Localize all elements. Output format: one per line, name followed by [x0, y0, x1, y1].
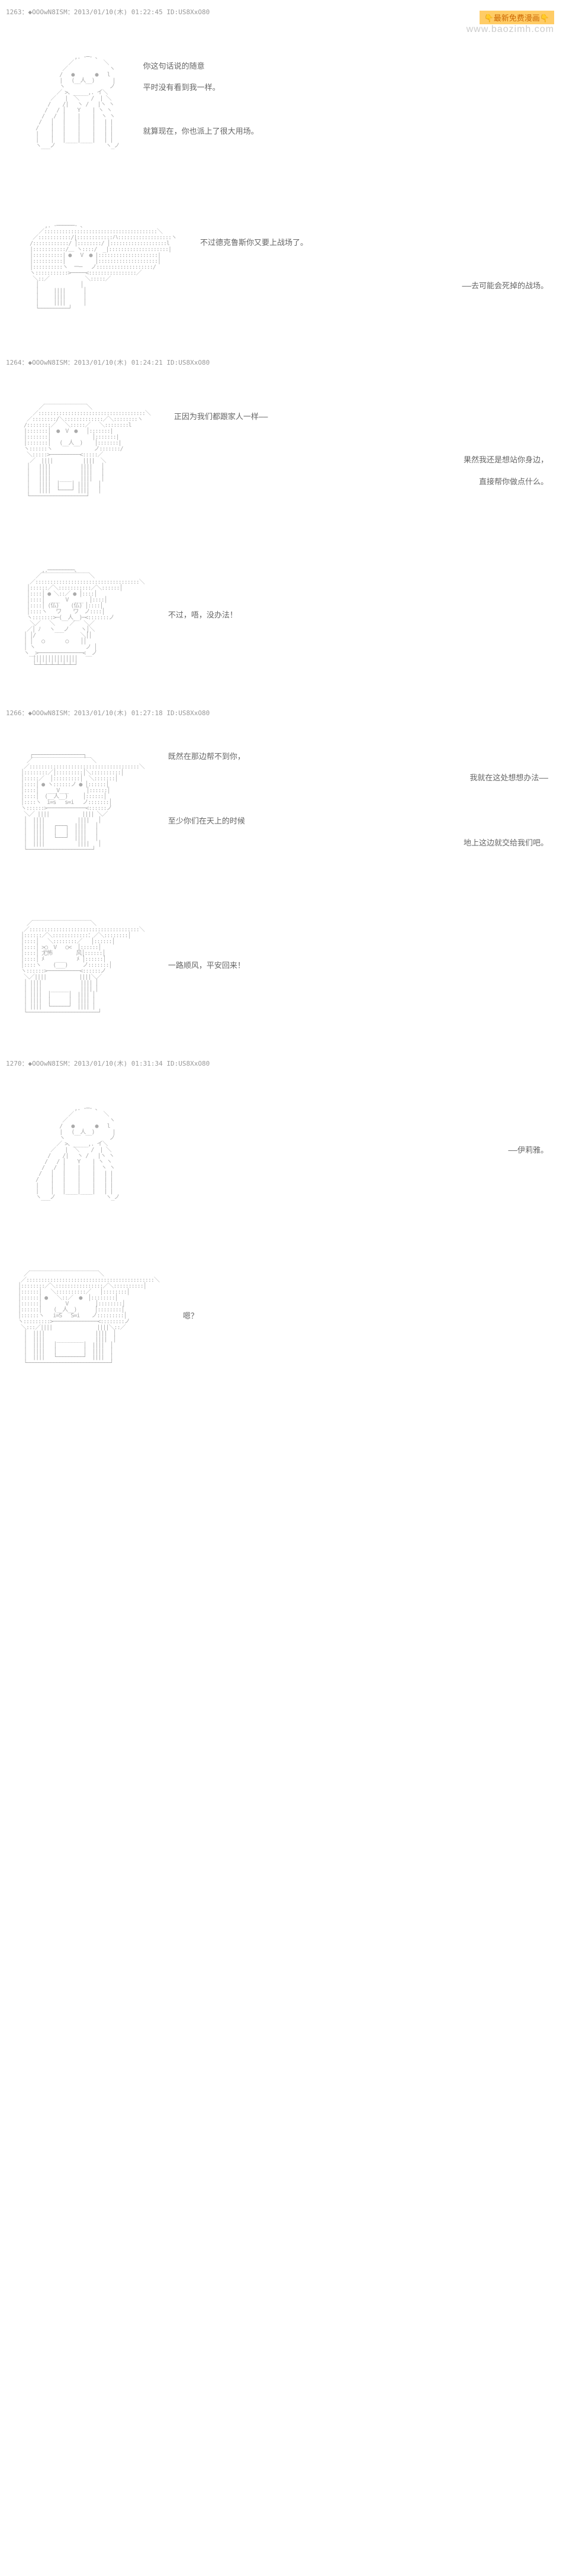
- watermark-banner: 👇最新免费漫画👇: [480, 11, 554, 24]
- dialogue-line: ——去可能会死掉的战场。: [200, 278, 548, 295]
- ascii-art: ┌─────────────────┐ ／￣￣￣￣￣￣￣￣￣￣￣＼ ／:::::…: [18, 752, 144, 853]
- dialogue-line: 不过，唔，没办法！: [168, 607, 548, 625]
- dialogue-line: 我就在这处想想办法——: [168, 770, 548, 787]
- dialogue-line: ——伊莉雅。: [143, 1143, 548, 1160]
- ascii-art: ,. -─- 、 ／ ＼ ／ ヽ / ● ● l | (__人__) | ヽ ノ…: [18, 54, 120, 149]
- dialogue-line: [143, 102, 548, 119]
- dialogue-block: 不过，唔，没办法！: [144, 607, 548, 629]
- watermark-url: www.baozimh.com: [467, 24, 554, 35]
- story-panel: ,. -──────- 、 ／:::::::::::::::::::::::::…: [0, 185, 566, 350]
- dialogue-line: 正因为我们都跟家人一样——: [174, 409, 548, 426]
- ascii-art: ／￣￣￣￣￣￣￣￣￣￣￣＼ ／:::::::::::::::::::::::::…: [18, 921, 144, 1016]
- dialogue-block: 嗯？: [159, 1308, 548, 1330]
- dialogue-line: 一路顺风，平安回来！: [168, 958, 548, 975]
- story-panel: ,. -─- 、 ／ ＼ ／ ヽ / ● ● l | (__人__) | ヽ ノ…: [0, 19, 566, 185]
- dialogue-block: 一路顺风，平安回来！: [144, 958, 548, 980]
- story-panel: ／￣￣￣￣￣￣￣￣￣￣￣￣￣＼ ／:::::::::::::::::::::::…: [0, 1236, 566, 1402]
- dialogue-line: 嗯？: [183, 1308, 548, 1326]
- dialogue-line: [174, 430, 548, 448]
- dialogue-line: 平时没有看到我一样。: [143, 80, 548, 97]
- watermark: 👇最新免费漫画👇 www.baozimh.com: [467, 11, 554, 35]
- dialogue-block: 不过德克鲁斯你又要上战场了。 ——去可能会死掉的战场。: [176, 235, 548, 300]
- content-container: 1263：◆OOOwN8ISM：2013/01/10(木) 01:22:45 I…: [0, 5, 566, 1402]
- dialogue-block: 正因为我们都跟家人一样—— 果然我还是想站你身边， 直接帮你做点什么。: [150, 409, 548, 496]
- ascii-art: ,. -─- 、 ／ ＼ ／ ヽ / ● ● l | (__人__) | ヽ ノ…: [18, 1106, 120, 1201]
- dialogue-block: ——伊莉雅。: [120, 1143, 548, 1165]
- dialogue-block: 你这句话说的随意平时没有看到我一样。 就算现在，你也派上了很大用场。: [120, 59, 548, 145]
- dialogue-block: 既然在那边帮不到你， 我就在这处想想办法—— 至少你们在天上的时候地上这边就交给我…: [144, 749, 548, 857]
- post-header: 1270：◆OOOwN8ISM：2013/01/10(木) 01:31:34 I…: [0, 1056, 566, 1070]
- post-header: 1266：◆OOOwN8ISM：2013/01/10(木) 01:27:18 I…: [0, 706, 566, 720]
- dialogue-line: 直接帮你做点什么。: [174, 474, 548, 491]
- dialogue-line: [200, 257, 548, 274]
- dialogue-line: 既然在那边帮不到你，: [168, 749, 548, 766]
- dialogue-line: 就算现在，你也派上了很大用场。: [143, 124, 548, 141]
- dialogue-line: [168, 792, 548, 809]
- story-panel: ┌─────────────────┐ ／￣￣￣￣￣￣￣￣￣￣￣＼ ／:::::…: [0, 720, 566, 886]
- story-panel: ／￣￣￣￣￣￣￣￣￣￣￣＼ ／:::::::::::::::::::::::::…: [0, 886, 566, 1051]
- post-header: 1264：◆OOOwN8ISM：2013/01/10(木) 01:24:21 I…: [0, 355, 566, 369]
- ascii-art: ,. -──────- 、 ／:::::::::::::::::::::::::…: [18, 223, 176, 312]
- dialogue-line: 你这句话说的随意: [143, 59, 548, 76]
- dialogue-line: 地上这边就交给我们吧。: [168, 835, 548, 853]
- dialogue-line: 果然我还是想站你身边，: [174, 452, 548, 469]
- ascii-art: ,.─────────、 ／￣￣￣￣￣￣￣￣￣＼ ／::::::::::::::…: [18, 568, 144, 668]
- ascii-art: ／￣￣￣￣￣￣￣￣￣￣￣￣￣＼ ／:::::::::::::::::::::::…: [18, 1272, 159, 1366]
- dialogue-line: 不过德克鲁斯你又要上战场了。: [200, 235, 548, 252]
- story-panel: ,.─────────、 ／￣￣￣￣￣￣￣￣￣＼ ／::::::::::::::…: [0, 535, 566, 701]
- story-panel: ／￣￣￣￣￣￣￣￣＼ ／::::::::::::::::::::::::::::…: [0, 369, 566, 535]
- story-panel: ,. -─- 、 ／ ＼ ／ ヽ / ● ● l | (__人__) | ヽ ノ…: [0, 1070, 566, 1236]
- dialogue-line: 至少你们在天上的时候: [168, 813, 548, 831]
- ascii-art: ／￣￣￣￣￣￣￣￣＼ ／::::::::::::::::::::::::::::…: [18, 405, 150, 500]
